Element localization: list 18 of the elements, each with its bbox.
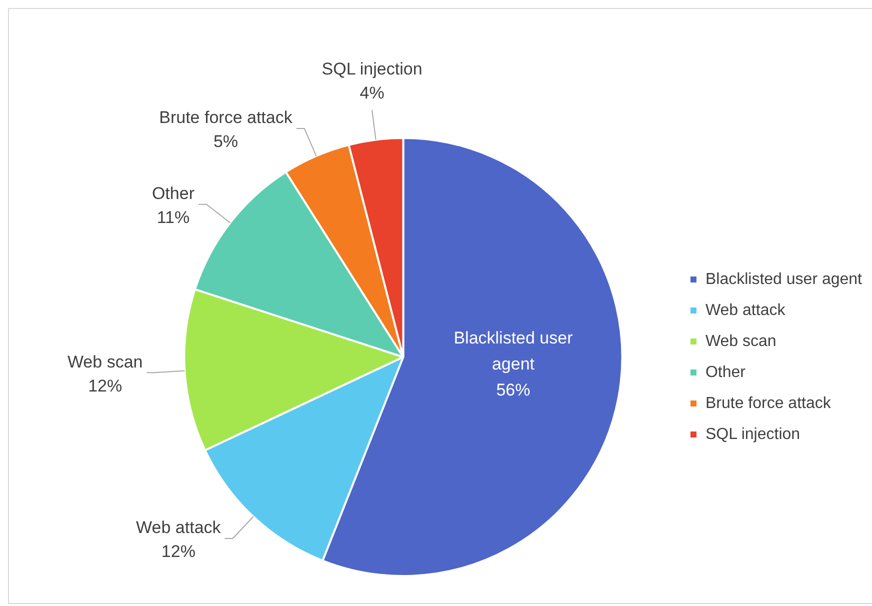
slice-label: SQL injection (322, 60, 422, 79)
data-label: 56% (496, 380, 530, 400)
legend-label: Brute force attack (705, 394, 832, 412)
slice-label: Web attack (136, 518, 222, 538)
data-label: 11% (156, 208, 190, 228)
data-label: 5% (213, 132, 238, 152)
slice-label: Web scan (67, 352, 143, 372)
slice-label: Other (152, 184, 195, 204)
legend-label: Other (705, 364, 746, 381)
legend-label: Web scan (705, 332, 776, 350)
legend-label: Blacklisted user agent (705, 270, 863, 288)
legend-label: Web attack (705, 302, 786, 319)
slice-label: Brute force attack (159, 108, 293, 128)
legend-label: SQL injection (705, 426, 800, 443)
slice-label: Blacklisted user agent (454, 328, 574, 374)
data-label: 4% (360, 84, 384, 103)
data-label: 12% (88, 376, 122, 396)
data-label: 12% (161, 542, 196, 562)
